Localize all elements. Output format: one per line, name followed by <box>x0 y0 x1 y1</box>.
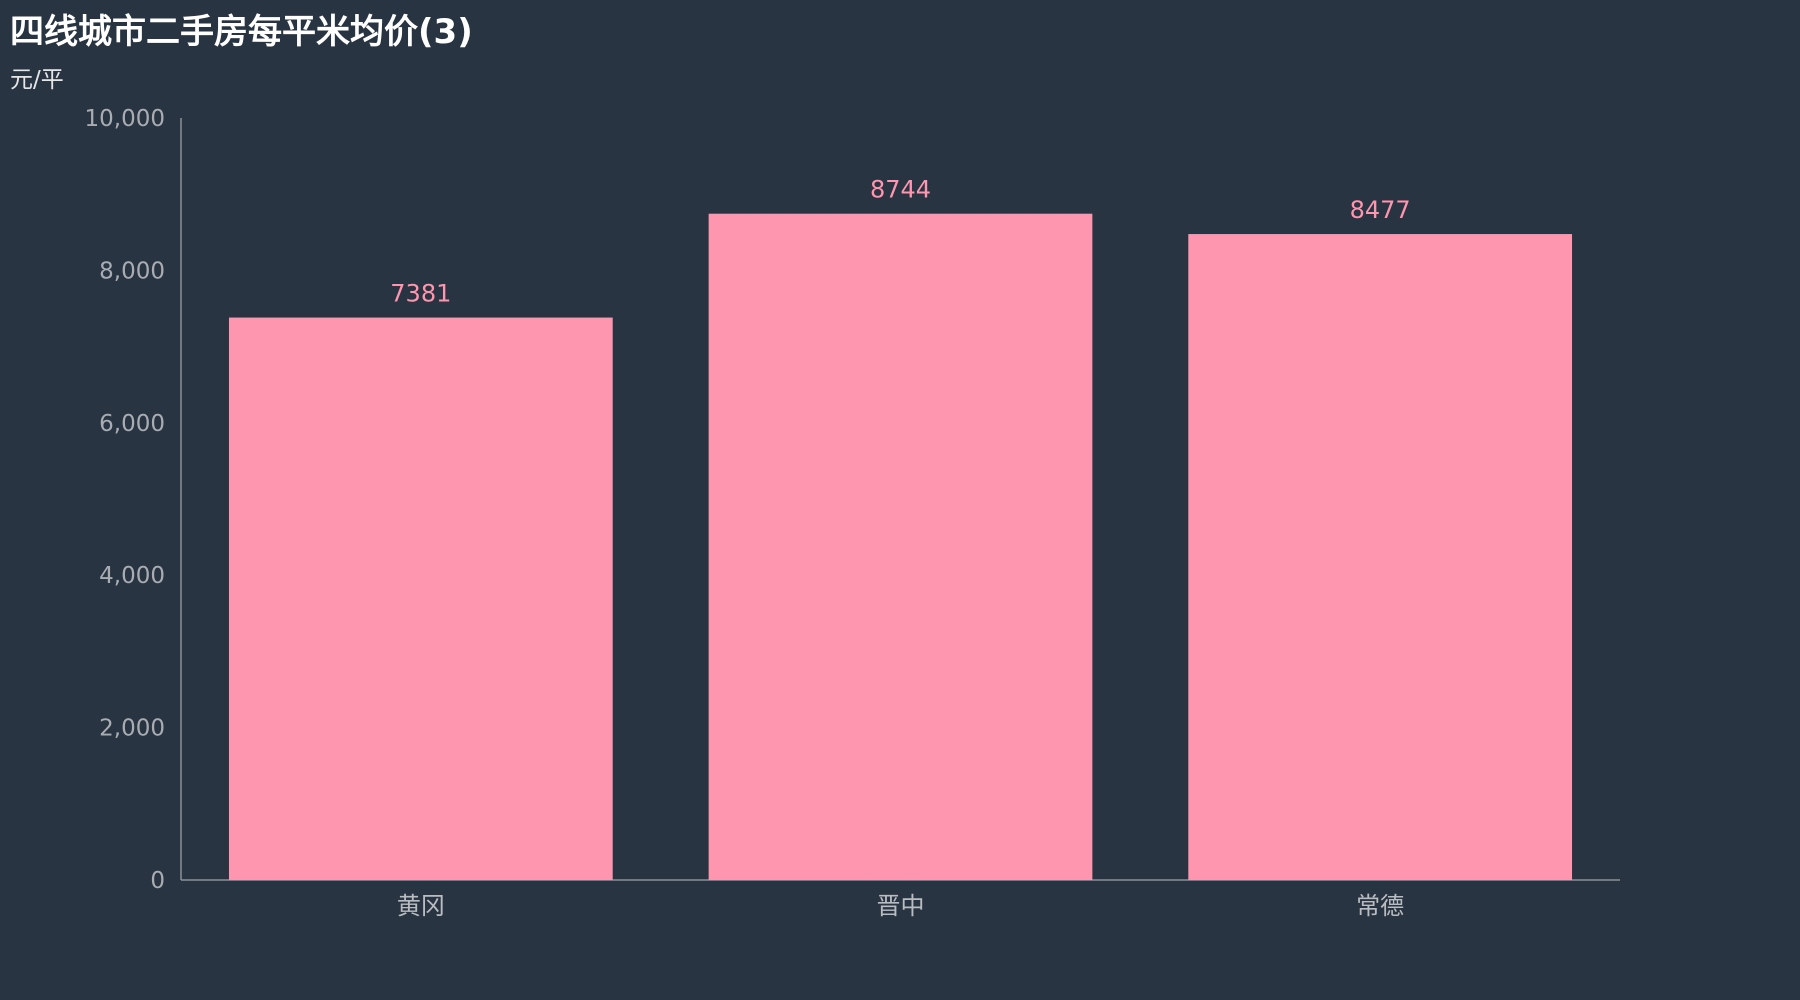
data-label-1: 8744 <box>870 176 931 204</box>
x-category-label-0: 黄冈 <box>397 892 445 920</box>
x-category-label-1: 晋中 <box>877 892 925 920</box>
labels-group: 7381 黄冈 8744 晋中 8477 常德 <box>390 176 1410 920</box>
y-tick-label: 0 <box>150 868 165 894</box>
y-tick-label: 4,000 <box>99 563 165 589</box>
x-category-label-2: 常德 <box>1356 892 1404 920</box>
y-tick-label: 6,000 <box>99 411 165 437</box>
y-tick-label: 8,000 <box>99 258 165 284</box>
bar-0 <box>228 317 613 880</box>
bar-2 <box>1188 234 1573 880</box>
y-axis-unit-label: 元/平 <box>10 67 64 93</box>
chart-title: 四线城市二手房每平米均价(3) <box>10 12 473 52</box>
y-tick-label: 2,000 <box>99 716 165 742</box>
bar-1 <box>708 213 1093 880</box>
y-tick-label: 10,000 <box>85 106 165 132</box>
bars-group <box>228 213 1573 880</box>
axes-group: 0 2,000 4,000 6,000 8,000 10,000 <box>85 106 1620 894</box>
data-label-0: 7381 <box>390 280 451 308</box>
data-label-2: 8477 <box>1350 196 1411 224</box>
